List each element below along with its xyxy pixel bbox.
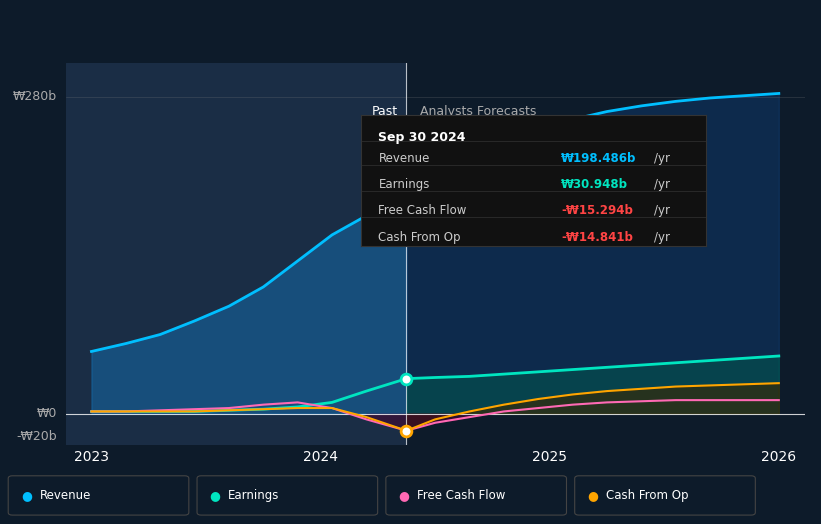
- Point: [400, 375, 413, 383]
- Text: /yr: /yr: [654, 204, 670, 217]
- Text: Revenue: Revenue: [39, 489, 91, 501]
- Text: ₩0: ₩0: [37, 407, 57, 420]
- Text: ₩30.948b: ₩30.948b: [562, 178, 628, 191]
- Text: Cash From Op: Cash From Op: [606, 489, 688, 501]
- Bar: [66, 63, 406, 445]
- Text: Analysts Forecasts: Analysts Forecasts: [420, 105, 537, 118]
- Text: Sep 30 2024: Sep 30 2024: [378, 131, 466, 144]
- Text: Earnings: Earnings: [228, 489, 280, 501]
- Text: -₩20b: -₩20b: [16, 430, 57, 443]
- Text: ●: ●: [587, 489, 599, 501]
- Text: Past: Past: [372, 105, 398, 118]
- Point: [400, 427, 413, 435]
- Text: Free Cash Flow: Free Cash Flow: [417, 489, 506, 501]
- Text: ●: ●: [398, 489, 410, 501]
- Text: ●: ●: [209, 489, 221, 501]
- Text: -₩15.294b: -₩15.294b: [562, 204, 633, 217]
- Text: Earnings: Earnings: [378, 178, 430, 191]
- Text: /yr: /yr: [654, 152, 670, 165]
- Text: Free Cash Flow: Free Cash Flow: [378, 204, 467, 217]
- Text: ₩280b: ₩280b: [13, 90, 57, 103]
- Text: -₩14.841b: -₩14.841b: [562, 231, 633, 244]
- Point: [400, 185, 413, 194]
- Text: Revenue: Revenue: [378, 152, 430, 165]
- Text: ●: ●: [21, 489, 32, 501]
- Text: /yr: /yr: [654, 231, 670, 244]
- Text: Cash From Op: Cash From Op: [378, 231, 461, 244]
- Text: /yr: /yr: [654, 178, 670, 191]
- Text: ₩198.486b: ₩198.486b: [562, 152, 636, 165]
